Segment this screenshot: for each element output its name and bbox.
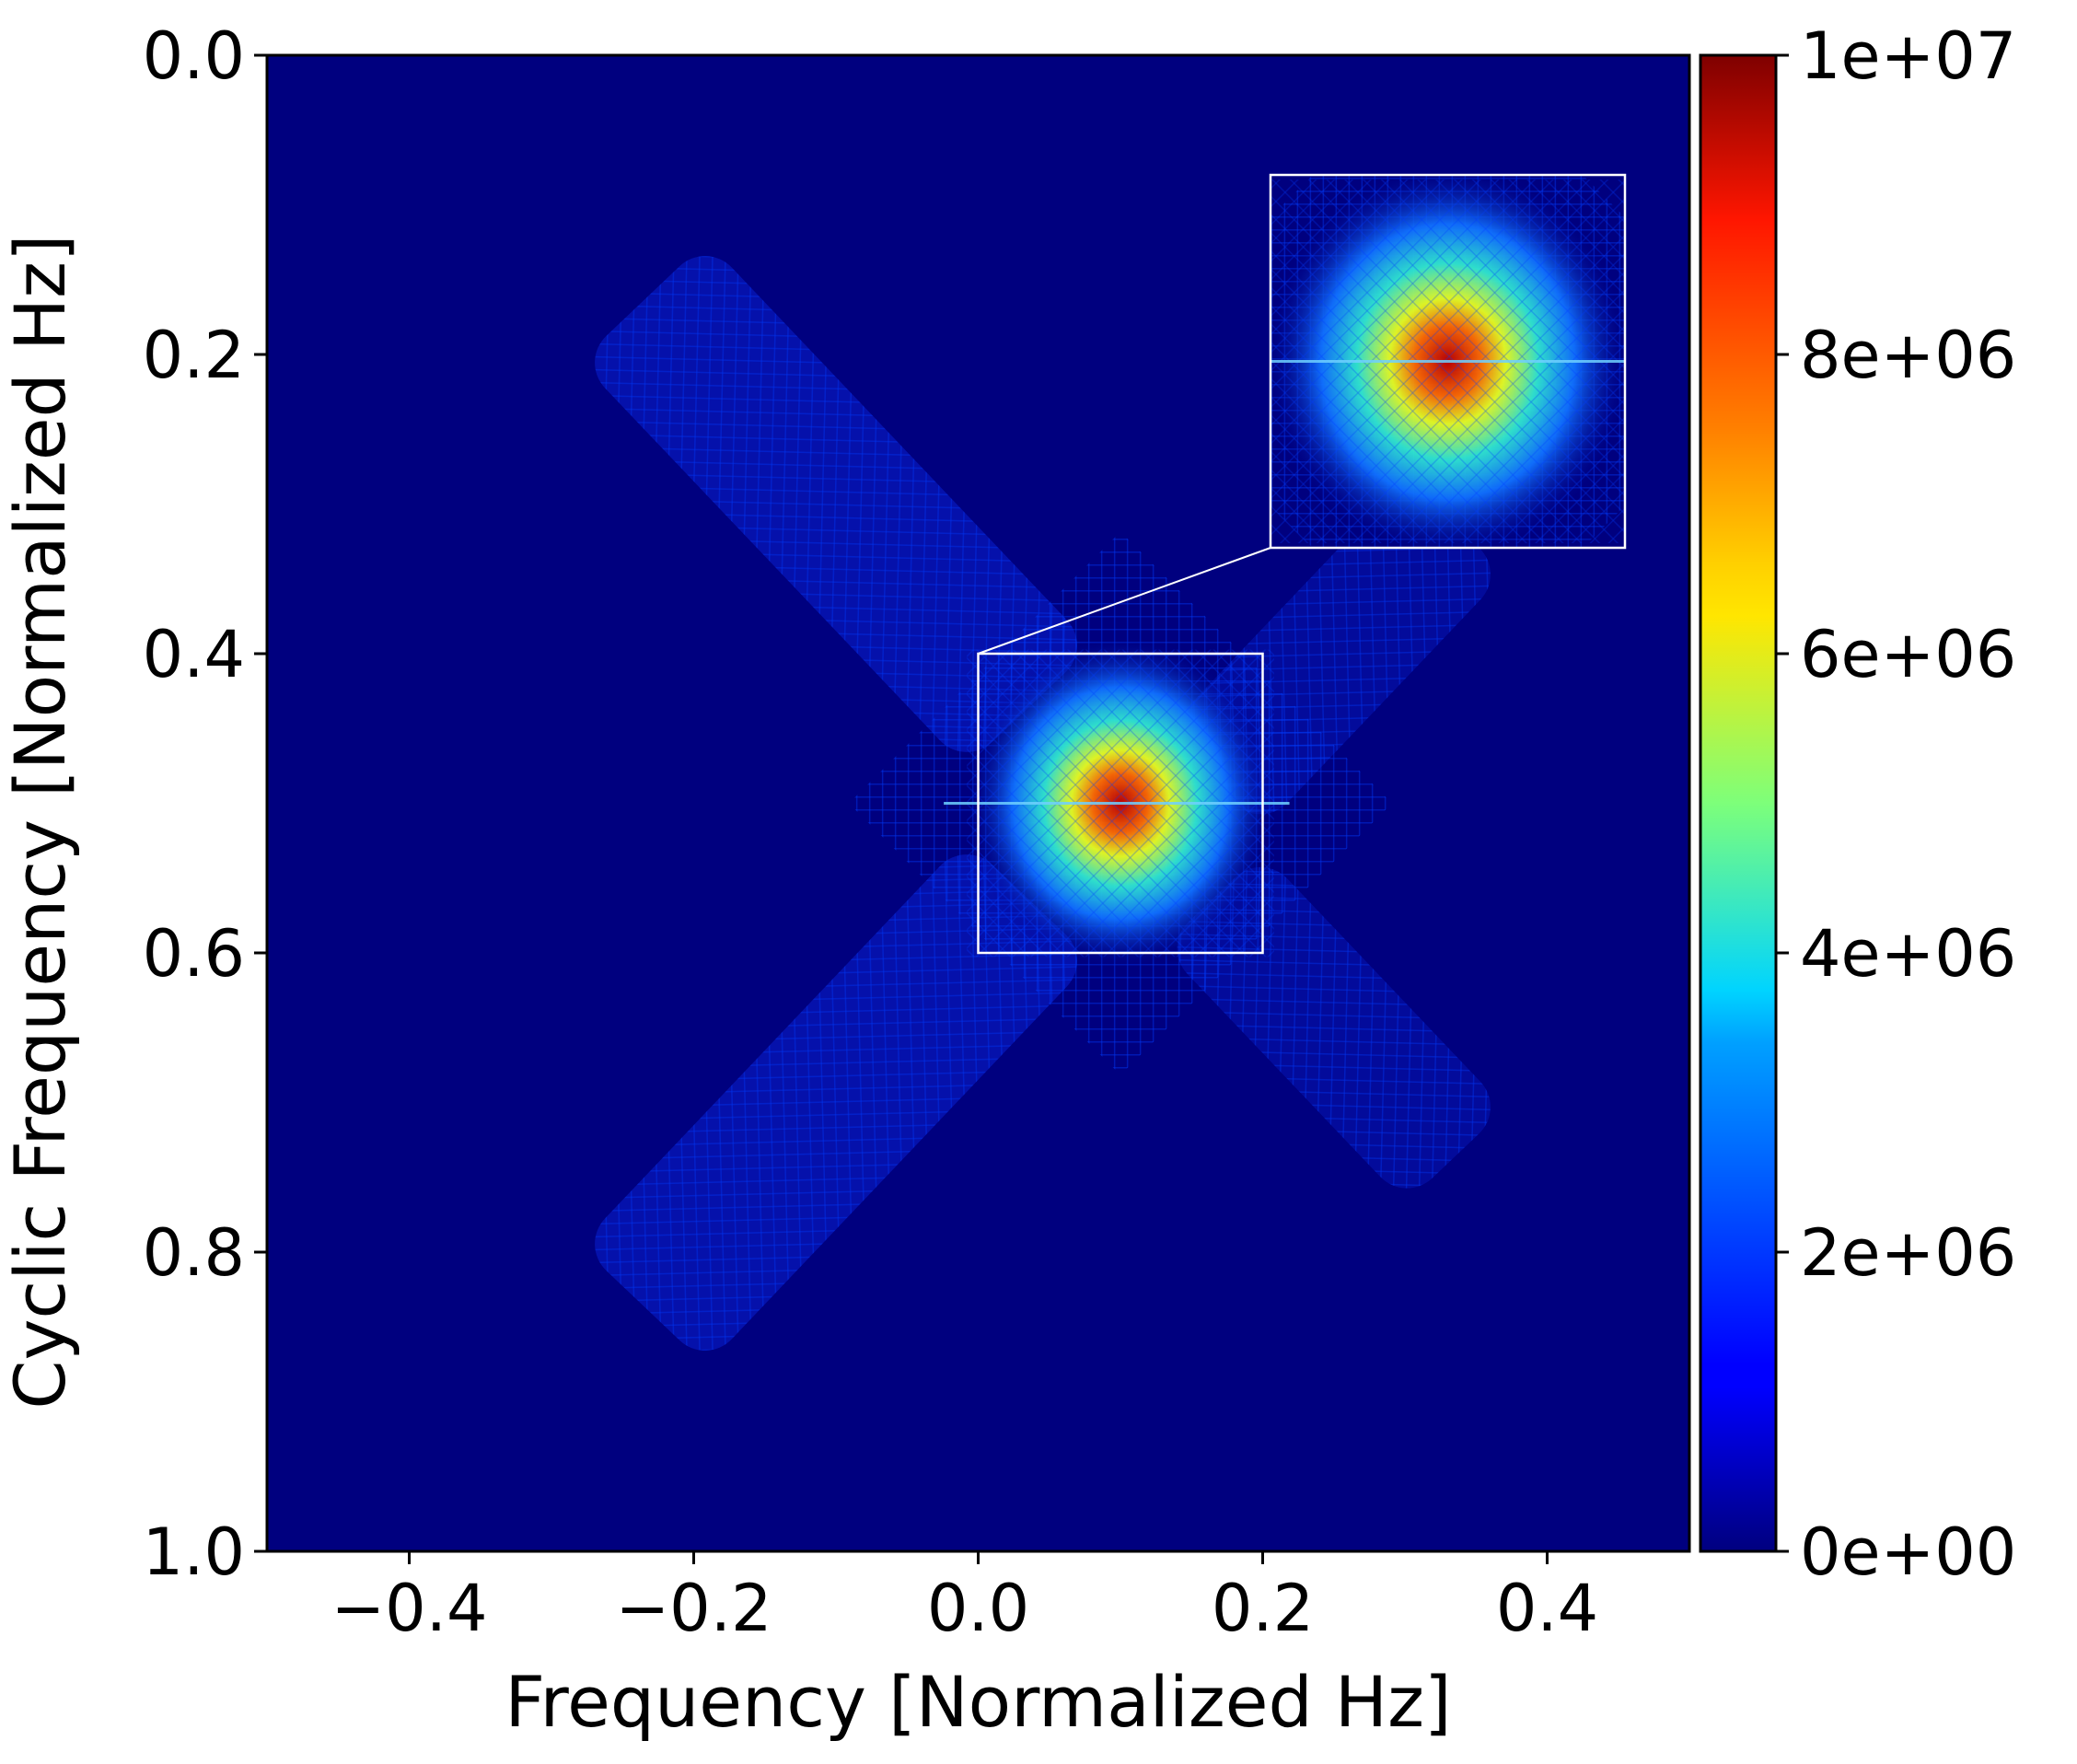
x-tick-label: −0.4	[331, 1571, 488, 1646]
y-tick-label: 0.8	[143, 1215, 245, 1291]
y-tick-label: 0.0	[143, 18, 245, 94]
x-axis: −0.4 −0.2 0.0 0.2 0.4	[331, 1551, 1598, 1646]
heatmap-features	[595, 256, 1491, 1351]
inset-zoom	[977, 173, 1627, 955]
y-axis: 0.0 0.2 0.4 0.6 0.8 1.0	[143, 18, 267, 1590]
peak-hotspot	[849, 531, 1392, 1075]
inset-peak-hotspot	[1271, 175, 1625, 548]
x-tick-label: 0.4	[1496, 1571, 1598, 1646]
plot-area	[265, 53, 1691, 1553]
colorbar-ticks: 0e+00 2e+06 4e+06 6e+06 8e+06 1e+07	[1776, 18, 2016, 1590]
x-axis-label: Frequency [Normalized Hz]	[505, 1661, 1451, 1743]
x-tick-label: −0.2	[616, 1571, 772, 1646]
y-tick-label: 0.4	[143, 617, 245, 692]
colorbar-tick-label: 4e+06	[1800, 916, 2016, 992]
colorbar-gradient	[1700, 55, 1776, 1551]
diagonal-band	[595, 256, 1077, 752]
y-tick-label: 1.0	[143, 1514, 245, 1590]
inset-connector-line	[978, 547, 1271, 655]
x-tick-label: 0.2	[1212, 1571, 1314, 1646]
colorbar: 0e+00 2e+06 4e+06 6e+06 8e+06 1e+07	[1699, 18, 2016, 1590]
y-tick-label: 0.6	[143, 916, 245, 992]
colorbar-frame	[1699, 53, 1778, 1553]
colorbar-tick-label: 1e+07	[1800, 18, 2016, 94]
colorbar-tick-label: 2e+06	[1800, 1215, 2016, 1291]
y-axis-label: Cyclic Frequency [Normalized Hz]	[0, 234, 81, 1409]
inset-zoom-box	[1269, 173, 1627, 550]
colorbar-tick-label: 0e+00	[1800, 1514, 2016, 1590]
y-tick-label: 0.2	[143, 318, 245, 393]
colorbar-tick-label: 8e+06	[1800, 318, 2016, 393]
inset-source-box	[977, 652, 1264, 955]
x-tick-label: 0.0	[927, 1571, 1029, 1646]
diagonal-band	[595, 854, 1077, 1351]
inset-zoom-content	[1271, 175, 1625, 548]
colorbar-tick-label: 6e+06	[1800, 617, 2016, 692]
